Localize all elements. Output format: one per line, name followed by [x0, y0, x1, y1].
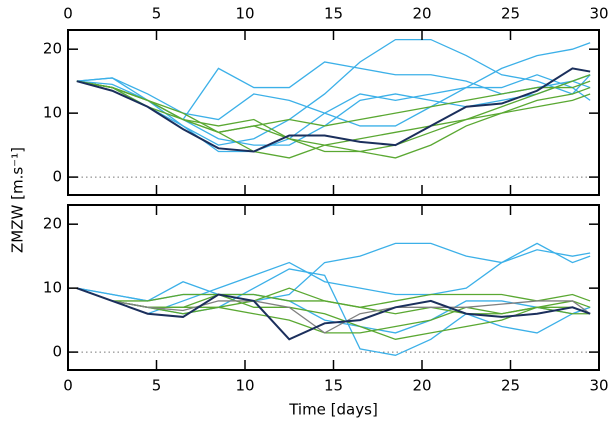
- x-tick-label: 20: [412, 377, 431, 395]
- x-tick-label: 0: [63, 5, 73, 23]
- x-tick-label: 25: [501, 5, 520, 23]
- x-tick-label: 5: [152, 5, 162, 23]
- data-line: [76, 74, 591, 153]
- x-tick-label: 30: [589, 377, 608, 395]
- data-line: [76, 67, 591, 153]
- y-tick-label: 0: [52, 343, 62, 361]
- x-tick-label: 10: [235, 377, 254, 395]
- data-line: [76, 42, 591, 127]
- data-line: [76, 80, 591, 159]
- plot-frame: [67, 29, 600, 196]
- x-tick-label: 15: [324, 377, 343, 395]
- x-axis-label: Time [days]: [288, 401, 378, 419]
- data-line: [76, 80, 591, 146]
- y-tick-label: 0: [52, 168, 62, 186]
- data-line: [76, 287, 591, 334]
- x-tick-label: 25: [501, 377, 520, 395]
- y-axis-label: ZMZW [m.s⁻¹]: [9, 147, 27, 253]
- data-line: [76, 80, 591, 134]
- x-tick-label: 15: [324, 5, 343, 23]
- y-tick-label: 10: [43, 104, 62, 122]
- data-line: [76, 80, 591, 159]
- data-line: [76, 287, 591, 341]
- y-tick-label: 10: [43, 279, 62, 297]
- x-tick-label: 10: [235, 5, 254, 23]
- data-line: [76, 287, 591, 315]
- plot-frame: [67, 204, 600, 371]
- x-tick-label: 5: [152, 377, 162, 395]
- data-line: [76, 287, 591, 340]
- x-tick-label: 20: [412, 5, 431, 23]
- y-tick-label: 20: [43, 215, 62, 233]
- x-tick-label: 0: [63, 377, 73, 395]
- x-tick-label: 30: [589, 5, 608, 23]
- y-tick-label: 20: [43, 40, 62, 58]
- data-line: [76, 242, 591, 302]
